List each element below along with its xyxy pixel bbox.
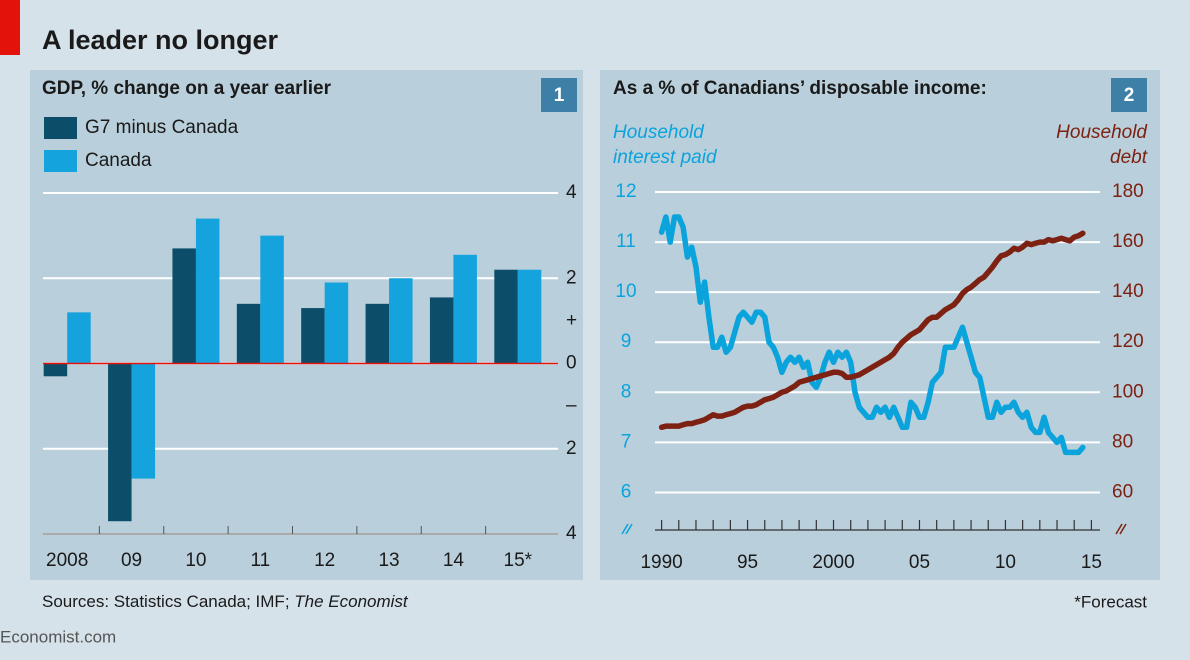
x-tick-label: 1990 (640, 552, 682, 573)
source-text: Sources: Statistics Canada; IMF; (42, 592, 294, 611)
x-tick-label: 11 (250, 550, 270, 571)
y-tick-label: 4 (566, 523, 577, 544)
y2-tick-label: 100 (1112, 381, 1144, 402)
bar (108, 363, 132, 522)
y2-tick-label: 80 (1112, 431, 1133, 452)
legend-swatch (44, 150, 77, 172)
bar (389, 278, 413, 364)
bar (131, 363, 156, 479)
panel-number: 2 (1124, 85, 1135, 106)
y2-tick-label: 60 (1112, 481, 1133, 502)
x-tick-label: 12 (314, 550, 335, 571)
line-series (658, 230, 1086, 431)
x-tick-label: 2000 (812, 552, 854, 573)
x-tick-label: 2008 (46, 550, 88, 571)
y-tick-label: 7 (621, 431, 632, 452)
x-tick-label: 14 (443, 550, 465, 571)
y-tick-sign: – (566, 395, 577, 416)
y2-tick-label: 140 (1112, 281, 1144, 302)
title: A leader no longer (42, 25, 279, 55)
y-tick-label: 6 (621, 481, 632, 502)
y2-axis-label: debt (1110, 147, 1148, 168)
y2-tick-label: 180 (1112, 181, 1144, 202)
x-tick-label: 10 (995, 552, 1016, 573)
y-axis-label: interest paid (613, 147, 718, 168)
source-italic: The Economist (294, 592, 409, 611)
brand: Economist.com (0, 627, 116, 646)
y2-tick-label: 120 (1112, 331, 1144, 352)
bar (324, 282, 349, 364)
bar (67, 312, 91, 364)
bar (429, 297, 454, 364)
bar (236, 303, 261, 364)
bar (365, 303, 390, 364)
x-tick-label: 10 (185, 550, 206, 571)
panel-number-box (541, 78, 577, 112)
bar (172, 248, 196, 364)
legend-label: Canada (85, 150, 152, 171)
x-tick-label: 15 (1081, 552, 1102, 573)
y-tick-label: 8 (621, 381, 632, 402)
y-tick-label: 9 (621, 331, 632, 352)
y-tick-label: 12 (615, 181, 636, 202)
x-tick-label: 05 (909, 552, 930, 573)
footnote: *Forecast (1074, 592, 1147, 611)
x-tick-label: 13 (378, 550, 399, 571)
y-tick-label: 2 (566, 438, 577, 459)
y-tick-label: 4 (566, 182, 577, 203)
y-tick-label: 2 (566, 267, 577, 288)
bar (43, 363, 68, 377)
bar (494, 269, 518, 364)
x-tick-label: 15* (504, 550, 533, 571)
y-tick-label: 10 (615, 281, 636, 302)
legend-label: G7 minus Canada (85, 117, 239, 138)
axis-break (1115, 523, 1127, 535)
bar (453, 254, 477, 364)
line-series (658, 214, 1086, 456)
chart-title: As a % of Canadians’ disposable income: (613, 78, 987, 99)
y2-axis-label: Household (1056, 122, 1148, 143)
bar (195, 218, 220, 364)
bar (260, 235, 284, 364)
chart-title: GDP, % change on a year earlier (42, 78, 332, 99)
source: Sources: Statistics Canada; IMF; The Eco… (42, 592, 409, 611)
y-axis-label: Household (613, 122, 705, 143)
y2-tick-label: 160 (1112, 231, 1144, 252)
x-tick-label: 09 (121, 550, 142, 571)
y-tick-label: 11 (616, 231, 636, 252)
y-tick-sign: + (566, 310, 577, 331)
x-tick-label: 95 (737, 552, 758, 573)
panel (600, 70, 1160, 580)
legend-swatch (44, 117, 77, 139)
bar (517, 269, 542, 364)
y-tick-label: 0 (566, 353, 577, 374)
bar (301, 308, 325, 364)
panel-number-box (1111, 78, 1147, 112)
panel-number: 1 (554, 85, 565, 106)
red-tab (0, 0, 20, 55)
axis-break (621, 523, 633, 535)
